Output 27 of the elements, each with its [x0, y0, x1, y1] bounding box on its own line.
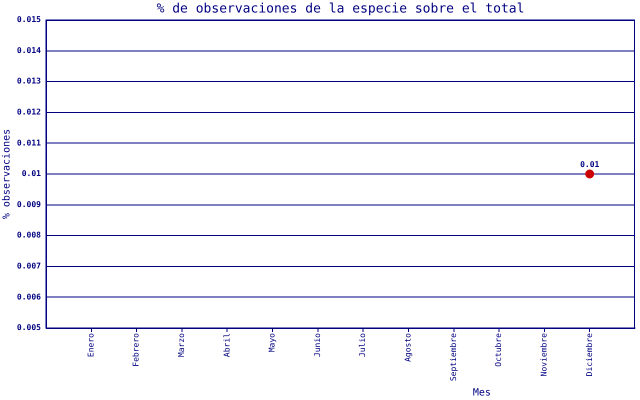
x-tick-label: Diciembre — [584, 332, 594, 376]
x-tick-label: Octubre — [494, 332, 504, 367]
y-tick-label: 0.014 — [16, 46, 42, 55]
y-tick-label: 0.01 — [22, 169, 42, 178]
y-tick-label: 0.011 — [16, 138, 42, 148]
data-label: 0.01 — [580, 160, 600, 170]
x-tick-label: Junio — [312, 332, 322, 358]
x-tick-label: Abril — [222, 332, 232, 358]
y-tick-label: 0.005 — [16, 323, 42, 332]
y-tick-label: 0.012 — [16, 107, 42, 116]
y-tick-label: 0.013 — [16, 76, 42, 86]
x-tick-label: Julio — [358, 332, 368, 358]
chart-title: % de observaciones de la especie sobre el total — [156, 1, 524, 16]
x-tick-label: Enero — [86, 332, 96, 358]
x-tick-label: Febrero — [132, 332, 141, 367]
y-tick-label: 0.009 — [16, 200, 42, 209]
x-axis-title: Mes — [472, 388, 491, 399]
x-tick-label: Agosto — [404, 332, 413, 362]
y-tick-label: 0.015 — [16, 15, 42, 24]
x-tick-label: Mayo — [268, 332, 277, 352]
y-tick-label: 0.007 — [16, 261, 42, 270]
x-tick-label: Marzo — [177, 332, 186, 358]
y-axis-title: % observaciones — [2, 128, 13, 220]
x-tick-label: Septiembre — [448, 332, 458, 382]
x-tick-label: Noviembre — [539, 332, 548, 376]
y-tick-label: 0.008 — [16, 230, 42, 240]
y-tick-label: 0.006 — [16, 292, 42, 302]
